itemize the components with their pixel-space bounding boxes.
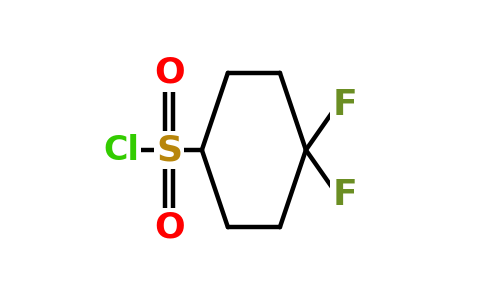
Text: S: S xyxy=(156,133,182,167)
Text: O: O xyxy=(154,210,184,244)
Text: F: F xyxy=(332,178,357,212)
Text: Cl: Cl xyxy=(104,134,139,166)
Text: O: O xyxy=(154,56,184,90)
Text: F: F xyxy=(332,88,357,122)
